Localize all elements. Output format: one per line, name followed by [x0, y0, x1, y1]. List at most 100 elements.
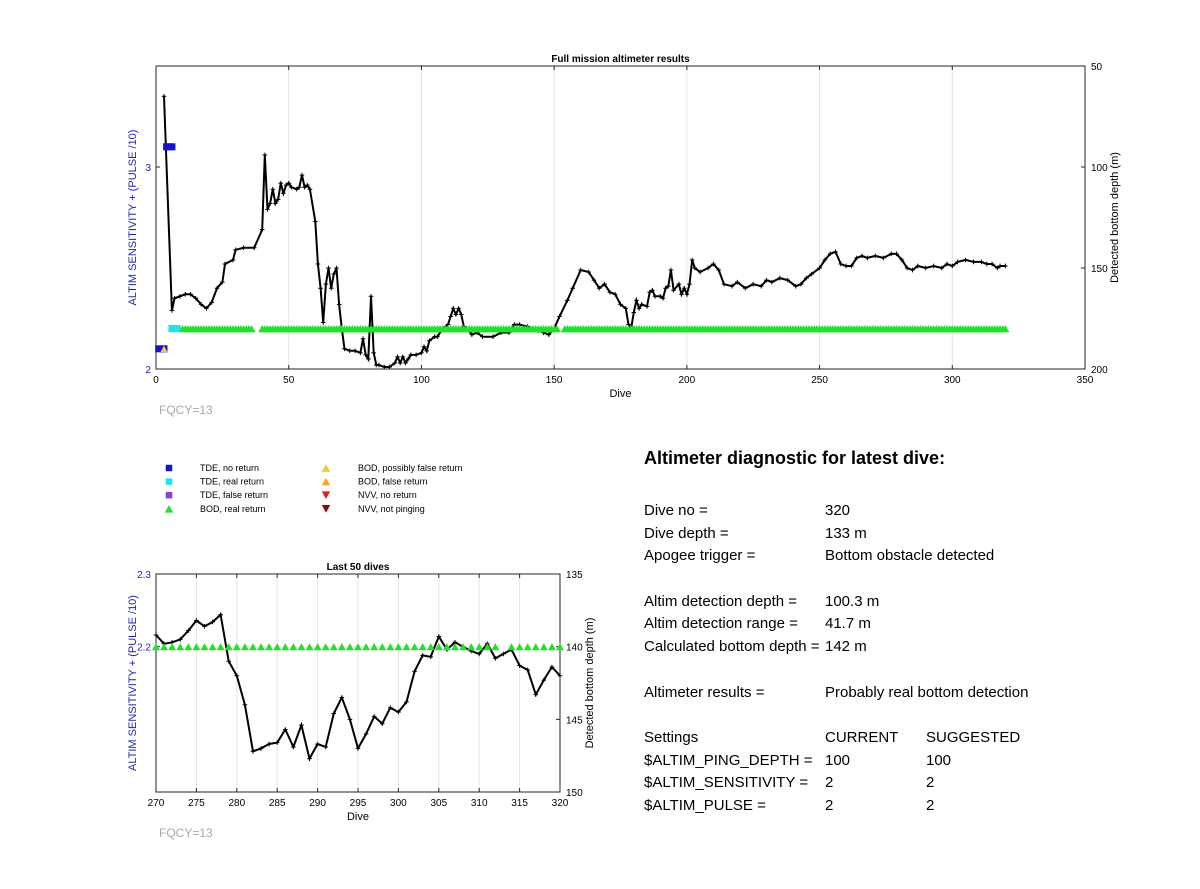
depth-point — [242, 702, 248, 708]
depth-point — [258, 746, 264, 751]
depth-point — [647, 289, 652, 295]
depth-point — [403, 360, 408, 366]
y-right-tick-label: 135 — [566, 570, 583, 581]
depth-point — [408, 352, 414, 358]
setting-row: $ALTIM_PULSE = 2 2 — [644, 795, 1184, 818]
depth-point — [692, 265, 698, 271]
depth-point — [397, 360, 403, 366]
depth-point — [282, 727, 288, 732]
chart-title: Full mission altimeter results — [551, 54, 690, 65]
x-tick-label: 50 — [283, 375, 295, 386]
bod-real-return-marker — [410, 643, 419, 651]
depth-point — [376, 362, 382, 368]
tde-real-return-marker — [173, 325, 181, 333]
x-tick-label: 295 — [350, 798, 367, 809]
depth-point — [297, 184, 302, 190]
depth-point — [817, 265, 822, 271]
depth-point — [989, 261, 995, 267]
x-tick-label: 280 — [228, 798, 245, 809]
depth-point — [379, 721, 385, 726]
depth-point — [734, 279, 740, 285]
depth-point — [469, 332, 475, 337]
depth-point — [186, 628, 191, 633]
x-tick-label: 290 — [309, 798, 326, 809]
depth-point — [639, 302, 645, 307]
depth-point — [843, 263, 849, 269]
legend-bod-real-return-icon — [164, 504, 174, 513]
depth-point — [501, 651, 506, 657]
depth-point — [358, 350, 363, 356]
bod-real-return-marker — [552, 325, 561, 333]
depth-point — [233, 247, 238, 253]
depth-point — [291, 744, 296, 750]
depth-point — [1003, 263, 1008, 269]
depth-point — [888, 251, 894, 257]
bod-real-return-marker — [507, 643, 516, 651]
setting-suggested: 100 — [926, 751, 952, 769]
depth-point — [809, 271, 814, 277]
bod-real-return-marker — [329, 643, 338, 651]
apogee-trigger-row: Apogee trigger = Bottom obstacle detecte… — [644, 545, 1184, 568]
depth-point — [294, 186, 299, 192]
depth-point — [428, 654, 434, 660]
bod-real-return-marker — [240, 643, 249, 651]
x-tick-label: 300 — [390, 798, 407, 809]
detection-depth-row: Altim detection depth = 100.3 m — [644, 591, 1184, 614]
bod-real-return-marker — [1001, 325, 1010, 333]
setting-row: $ALTIM_SENSITIVITY = 2 2 — [644, 772, 1184, 795]
y-right-tick-label: 50 — [1091, 62, 1103, 73]
legend-nvv-no-return-icon — [321, 491, 331, 500]
bod-real-return-marker — [200, 643, 209, 651]
depth-point — [923, 265, 929, 271]
bod-real-return-marker — [184, 643, 193, 651]
bod-real-return-marker — [281, 643, 290, 651]
legend-label: NVV, not pinging — [358, 504, 425, 514]
x-tick-label: 250 — [811, 375, 828, 386]
bod-real-return-marker — [160, 643, 169, 651]
depth-point — [525, 667, 530, 673]
depth-point — [793, 283, 798, 289]
depth-point — [859, 253, 865, 259]
current-header: CURRENT — [825, 728, 899, 746]
depth-point — [591, 277, 597, 283]
depth-point — [210, 619, 215, 625]
apogee-trigger-label: Apogee trigger = — [644, 547, 756, 565]
bod-real-return-marker — [556, 643, 564, 651]
depth-point — [177, 637, 183, 642]
depth-point — [413, 352, 419, 358]
bod-real-return-marker — [247, 325, 256, 333]
depth-point — [769, 279, 775, 285]
depth-point — [650, 287, 655, 293]
tde-no-return-marker — [168, 143, 176, 151]
depth-point — [266, 741, 272, 747]
depth-point — [963, 257, 968, 263]
depth-point — [230, 257, 236, 263]
depth-point — [275, 197, 281, 202]
depth-point — [758, 283, 764, 289]
altimeter-diagnostic-panel: Altimeter diagnostic for latest dive: Di… — [644, 448, 1184, 818]
depth-point — [979, 259, 984, 265]
depth-point — [209, 300, 215, 305]
depth-point — [421, 344, 427, 350]
depth-point — [360, 336, 366, 341]
depth-point — [315, 261, 321, 267]
depth-point — [366, 356, 371, 362]
apogee-trigger-value: Bottom obstacle detected — [825, 547, 995, 565]
bod-real-return-marker — [273, 643, 282, 651]
y-tick-label: 2.3 — [137, 570, 151, 581]
depth-point — [289, 184, 294, 190]
x-tick-label: 200 — [679, 375, 696, 386]
y-right-tick-label: 150 — [1091, 264, 1108, 275]
depth-point — [689, 257, 695, 263]
depth-point — [660, 296, 666, 301]
dive-no-label: Dive no = — [644, 502, 708, 519]
depth-point — [226, 658, 232, 664]
bod-real-return-marker — [402, 643, 411, 651]
bod-real-return-marker — [523, 643, 532, 651]
bod-real-return-marker — [305, 643, 314, 651]
bod-real-return-marker — [152, 643, 160, 651]
depth-point — [404, 699, 409, 705]
depth-point — [339, 695, 345, 700]
bod-real-return-marker — [491, 643, 500, 651]
depth-point — [955, 259, 960, 265]
